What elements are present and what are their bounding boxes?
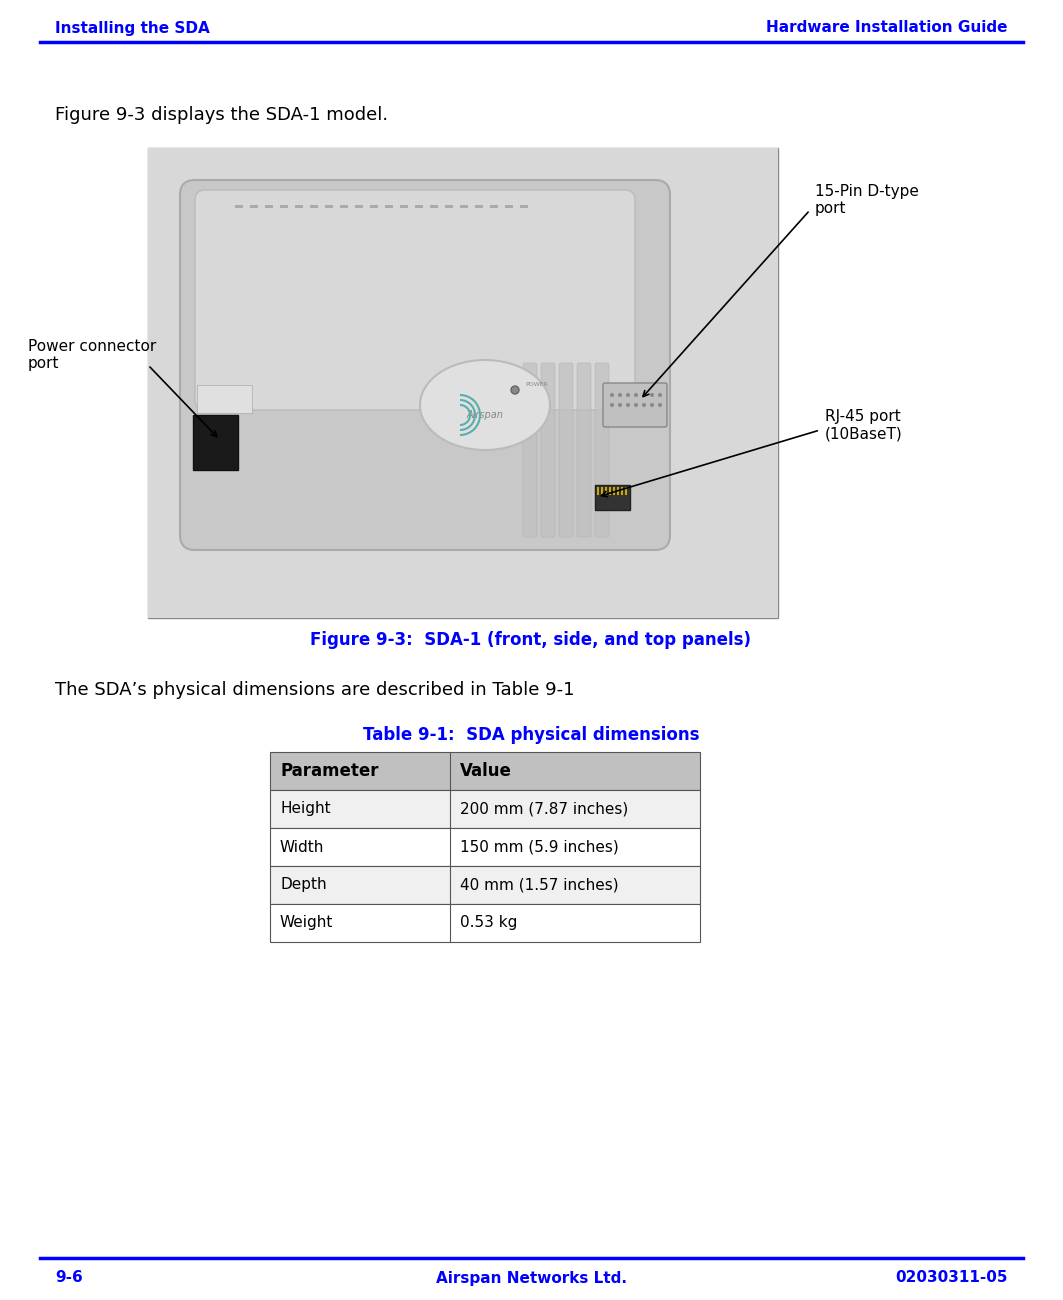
Bar bbox=[270, 903, 701, 942]
Text: 200 mm (7.87 inches): 200 mm (7.87 inches) bbox=[460, 802, 628, 816]
Text: Hardware Installation Guide: Hardware Installation Guide bbox=[766, 21, 1008, 35]
Bar bbox=[340, 205, 348, 208]
Bar bbox=[310, 205, 318, 208]
Bar bbox=[597, 488, 598, 495]
FancyBboxPatch shape bbox=[195, 190, 635, 410]
Bar bbox=[296, 205, 303, 208]
Circle shape bbox=[634, 393, 638, 396]
Text: Figure 9-3:  SDA-1 (front, side, and top panels): Figure 9-3: SDA-1 (front, side, and top … bbox=[310, 630, 752, 649]
Bar bbox=[385, 205, 393, 208]
Bar bbox=[613, 488, 615, 495]
Text: Width: Width bbox=[280, 840, 324, 854]
Text: 40 mm (1.57 inches): 40 mm (1.57 inches) bbox=[460, 878, 619, 893]
Circle shape bbox=[626, 403, 630, 407]
Circle shape bbox=[511, 386, 519, 394]
Bar bbox=[460, 205, 468, 208]
Bar bbox=[605, 488, 607, 495]
Bar bbox=[270, 828, 701, 866]
Bar bbox=[280, 205, 288, 208]
Bar bbox=[505, 205, 513, 208]
Bar bbox=[400, 205, 408, 208]
Text: Value: Value bbox=[460, 762, 512, 780]
Bar bbox=[617, 488, 619, 495]
FancyBboxPatch shape bbox=[180, 179, 670, 550]
Text: Height: Height bbox=[280, 802, 331, 816]
Bar bbox=[601, 488, 603, 495]
Bar bbox=[235, 205, 243, 208]
Text: Parameter: Parameter bbox=[280, 762, 378, 780]
Bar bbox=[197, 385, 252, 413]
Bar bbox=[490, 205, 497, 208]
FancyBboxPatch shape bbox=[541, 363, 555, 537]
Text: Airspan: Airspan bbox=[467, 410, 504, 420]
Bar bbox=[148, 148, 778, 618]
Text: Installing the SDA: Installing the SDA bbox=[55, 21, 209, 35]
Bar bbox=[475, 205, 483, 208]
Circle shape bbox=[626, 393, 630, 396]
Bar bbox=[520, 205, 528, 208]
FancyBboxPatch shape bbox=[559, 363, 573, 537]
Bar bbox=[250, 205, 258, 208]
Text: POWER: POWER bbox=[525, 382, 547, 387]
Circle shape bbox=[642, 403, 646, 407]
Circle shape bbox=[610, 403, 614, 407]
Circle shape bbox=[649, 393, 654, 396]
Circle shape bbox=[658, 393, 662, 396]
Bar bbox=[265, 205, 273, 208]
Bar bbox=[625, 488, 627, 495]
Text: 15-Pin D-type
port: 15-Pin D-type port bbox=[815, 183, 918, 216]
Bar bbox=[270, 790, 701, 828]
Circle shape bbox=[610, 393, 614, 396]
Bar bbox=[595, 485, 630, 510]
FancyBboxPatch shape bbox=[595, 363, 609, 537]
FancyBboxPatch shape bbox=[603, 384, 667, 426]
Bar bbox=[193, 415, 238, 471]
Text: Weight: Weight bbox=[280, 915, 334, 931]
Text: 9-6: 9-6 bbox=[55, 1270, 83, 1286]
Circle shape bbox=[642, 393, 646, 396]
Text: Airspan Networks Ltd.: Airspan Networks Ltd. bbox=[436, 1270, 626, 1286]
Text: 150 mm (5.9 inches): 150 mm (5.9 inches) bbox=[460, 840, 619, 854]
Text: Depth: Depth bbox=[280, 878, 326, 893]
Text: The SDA’s physical dimensions are described in Table 9-1: The SDA’s physical dimensions are descri… bbox=[55, 681, 574, 699]
Bar bbox=[325, 205, 333, 208]
Text: Table 9-1:  SDA physical dimensions: Table 9-1: SDA physical dimensions bbox=[362, 725, 699, 744]
Bar bbox=[431, 205, 438, 208]
Text: Figure 9-3 displays the SDA-1 model.: Figure 9-3 displays the SDA-1 model. bbox=[55, 107, 388, 124]
Bar bbox=[621, 488, 623, 495]
FancyBboxPatch shape bbox=[577, 363, 591, 537]
Text: 0.53 kg: 0.53 kg bbox=[460, 915, 518, 931]
Bar bbox=[148, 148, 778, 618]
Circle shape bbox=[658, 403, 662, 407]
Circle shape bbox=[649, 403, 654, 407]
Circle shape bbox=[618, 403, 622, 407]
Bar bbox=[270, 866, 701, 904]
Text: 02030311-05: 02030311-05 bbox=[895, 1270, 1008, 1286]
Bar bbox=[370, 205, 378, 208]
Circle shape bbox=[634, 403, 638, 407]
Bar bbox=[355, 205, 362, 208]
Text: RJ-45 port
(10BaseT): RJ-45 port (10BaseT) bbox=[825, 408, 902, 441]
Bar bbox=[415, 205, 423, 208]
Text: Power connector
port: Power connector port bbox=[28, 339, 156, 372]
Circle shape bbox=[618, 393, 622, 396]
Bar bbox=[445, 205, 453, 208]
Bar bbox=[609, 488, 611, 495]
Ellipse shape bbox=[420, 360, 550, 450]
Bar bbox=[270, 751, 701, 790]
FancyBboxPatch shape bbox=[523, 363, 537, 537]
